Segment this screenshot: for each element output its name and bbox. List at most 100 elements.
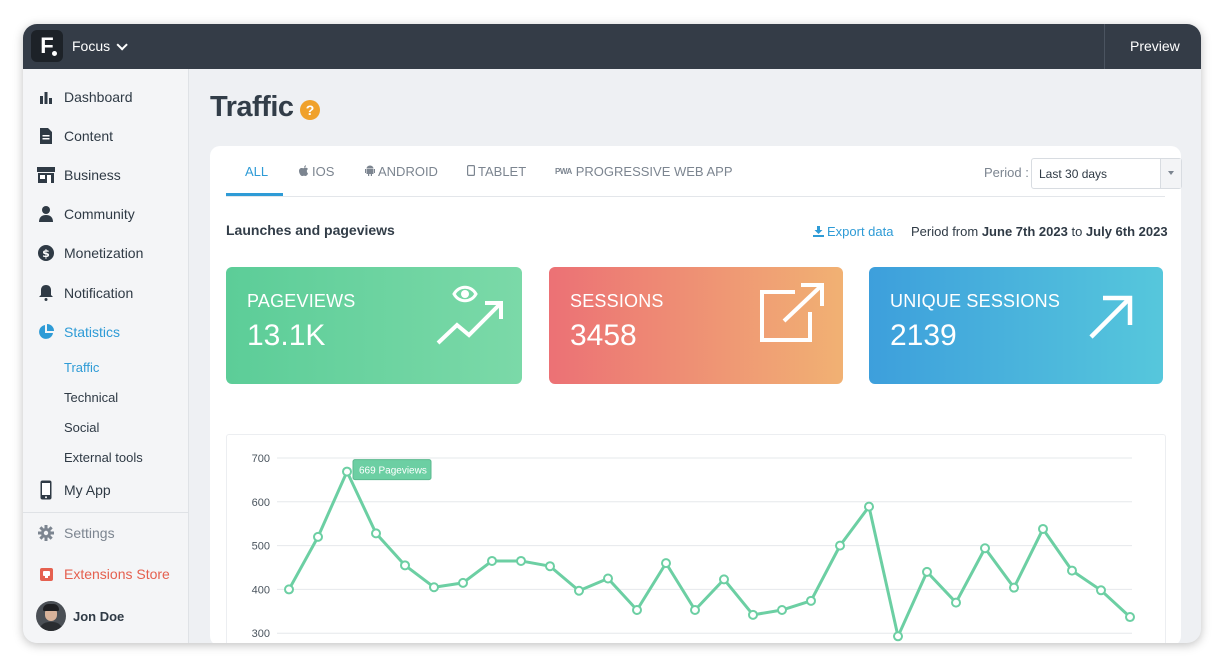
data-point[interactable]: [603, 573, 613, 584]
period-select[interactable]: Last 30 days: [1031, 158, 1182, 189]
pie-chart-icon: [37, 323, 55, 341]
person-icon: [37, 205, 55, 223]
app-window: F Focus Preview Dashboard Content Busine…: [23, 24, 1201, 643]
user-name: Jon Doe: [73, 609, 125, 624]
sidebar-subitem-external-tools[interactable]: External tools: [64, 450, 143, 465]
data-point[interactable]: [748, 609, 758, 620]
traffic-card: ALL IOS ANDROID TABLET PWA PROGRESSIVE WE…: [210, 146, 1182, 643]
y-tick-label: 300: [252, 628, 270, 640]
sidebar-item-community[interactable]: Community: [23, 199, 188, 229]
data-point[interactable]: [835, 540, 845, 551]
data-point[interactable]: [516, 555, 526, 566]
data-point[interactable]: [429, 582, 439, 593]
app-name: Focus: [72, 38, 111, 54]
active-tab-indicator: [226, 193, 283, 196]
tab-tablet[interactable]: TABLET: [467, 164, 526, 179]
pwa-icon: PWA: [555, 167, 572, 176]
y-tick-label: 400: [252, 584, 270, 596]
tab-ios[interactable]: IOS: [299, 164, 334, 179]
stat-value: 13.1K: [247, 319, 326, 352]
page-title: Traffic: [210, 91, 294, 123]
data-point[interactable]: [371, 528, 381, 539]
data-point[interactable]: [1009, 582, 1019, 593]
data-point[interactable]: [777, 605, 787, 616]
tab-android[interactable]: ANDROID: [365, 164, 438, 179]
period-range: Period from June 7th 2023 to July 6th 20…: [911, 224, 1168, 239]
stat-label: SESSIONS: [570, 291, 664, 311]
sidebar-item-notification[interactable]: Notification: [23, 278, 188, 308]
sidebar-item-label: My App: [64, 482, 111, 498]
sidebar-item-monetization[interactable]: $ Monetization: [23, 238, 188, 268]
stat-card-pageviews: PAGEVIEWS 13.1K: [226, 267, 522, 384]
stat-label: UNIQUE SESSIONS: [890, 291, 1061, 311]
sidebar-item-label: Community: [64, 206, 135, 222]
bar-chart-icon: [37, 88, 55, 106]
tab-label: TABLET: [478, 164, 527, 179]
data-point[interactable]: [487, 555, 497, 566]
avatar[interactable]: [36, 601, 66, 631]
data-point[interactable]: [661, 558, 671, 569]
sidebar-subitem-social[interactable]: Social: [64, 420, 100, 435]
data-point[interactable]: [313, 531, 323, 542]
sidebar-item-settings[interactable]: Settings: [23, 518, 188, 548]
data-point[interactable]: [458, 577, 468, 588]
tab-label: PROGRESSIVE WEB APP: [575, 164, 733, 179]
data-point[interactable]: [342, 466, 352, 477]
tab-label: IOS: [312, 164, 335, 179]
data-point[interactable]: [1125, 612, 1135, 623]
data-point[interactable]: [1096, 585, 1106, 596]
data-point[interactable]: [1038, 523, 1048, 534]
sidebar-item-label: Notification: [64, 285, 134, 301]
sidebar-item-label: Dashboard: [64, 89, 133, 105]
tooltip-text: 669 Pageviews: [359, 466, 427, 477]
store-badge-icon: [37, 565, 55, 583]
svg-text:$: $: [42, 247, 50, 260]
store-icon: [37, 166, 55, 184]
data-point[interactable]: [980, 543, 990, 554]
data-point[interactable]: [864, 501, 874, 512]
data-point[interactable]: [951, 597, 961, 608]
period-start: June 7th 2023: [981, 224, 1068, 239]
sidebar-item-label: Statistics: [64, 324, 121, 340]
sidebar-subitem-traffic[interactable]: Traffic: [64, 360, 100, 375]
data-point[interactable]: [284, 584, 294, 595]
data-point[interactable]: [719, 574, 729, 585]
export-data-link[interactable]: Export data: [813, 224, 894, 239]
data-point[interactable]: [893, 631, 903, 642]
data-point[interactable]: [1067, 565, 1077, 576]
data-point[interactable]: [632, 605, 642, 616]
period-mid: to: [1071, 224, 1083, 239]
data-point[interactable]: [690, 605, 700, 616]
external-link-icon: [760, 283, 824, 342]
data-point[interactable]: [545, 561, 555, 572]
data-point[interactable]: [922, 566, 932, 577]
download-icon: [813, 226, 824, 237]
app-logo[interactable]: F: [31, 30, 63, 62]
sidebar-item-business[interactable]: Business: [23, 160, 188, 190]
y-tick-label: 600: [252, 497, 270, 509]
sidebar-item-dashboard[interactable]: Dashboard: [23, 82, 188, 112]
sidebar-item-my-app[interactable]: My App: [23, 475, 188, 505]
sidebar-item-label: Monetization: [64, 245, 144, 261]
dollar-icon: $: [37, 244, 55, 262]
sidebar-item-extensions-store[interactable]: Extensions Store: [23, 559, 188, 589]
sidebar-item-label: Settings: [64, 525, 115, 541]
sidebar-item-statistics[interactable]: Statistics: [23, 317, 188, 347]
platform-tabs: ALL IOS ANDROID TABLET PWA PROGRESSIVE WE…: [226, 146, 1182, 197]
stat-card-sessions: SESSIONS 3458: [549, 267, 843, 384]
data-point[interactable]: [806, 595, 816, 606]
tab-pwa[interactable]: PWA PROGRESSIVE WEB APP: [555, 164, 733, 179]
gear-icon: [37, 524, 55, 542]
tab-all[interactable]: ALL: [245, 164, 268, 179]
y-tick-label: 500: [252, 541, 270, 553]
help-icon[interactable]: ?: [300, 100, 320, 120]
chevron-down-icon: [116, 39, 128, 51]
stat-card-unique-sessions: UNIQUE SESSIONS 2139: [869, 267, 1163, 384]
sidebar-item-content[interactable]: Content: [23, 121, 188, 151]
data-point[interactable]: [574, 585, 584, 596]
preview-button[interactable]: Preview: [1130, 38, 1180, 54]
app-switcher[interactable]: Focus: [72, 38, 128, 54]
data-point[interactable]: [400, 560, 410, 571]
phone-icon: [37, 480, 55, 500]
sidebar-subitem-technical[interactable]: Technical: [64, 390, 119, 405]
